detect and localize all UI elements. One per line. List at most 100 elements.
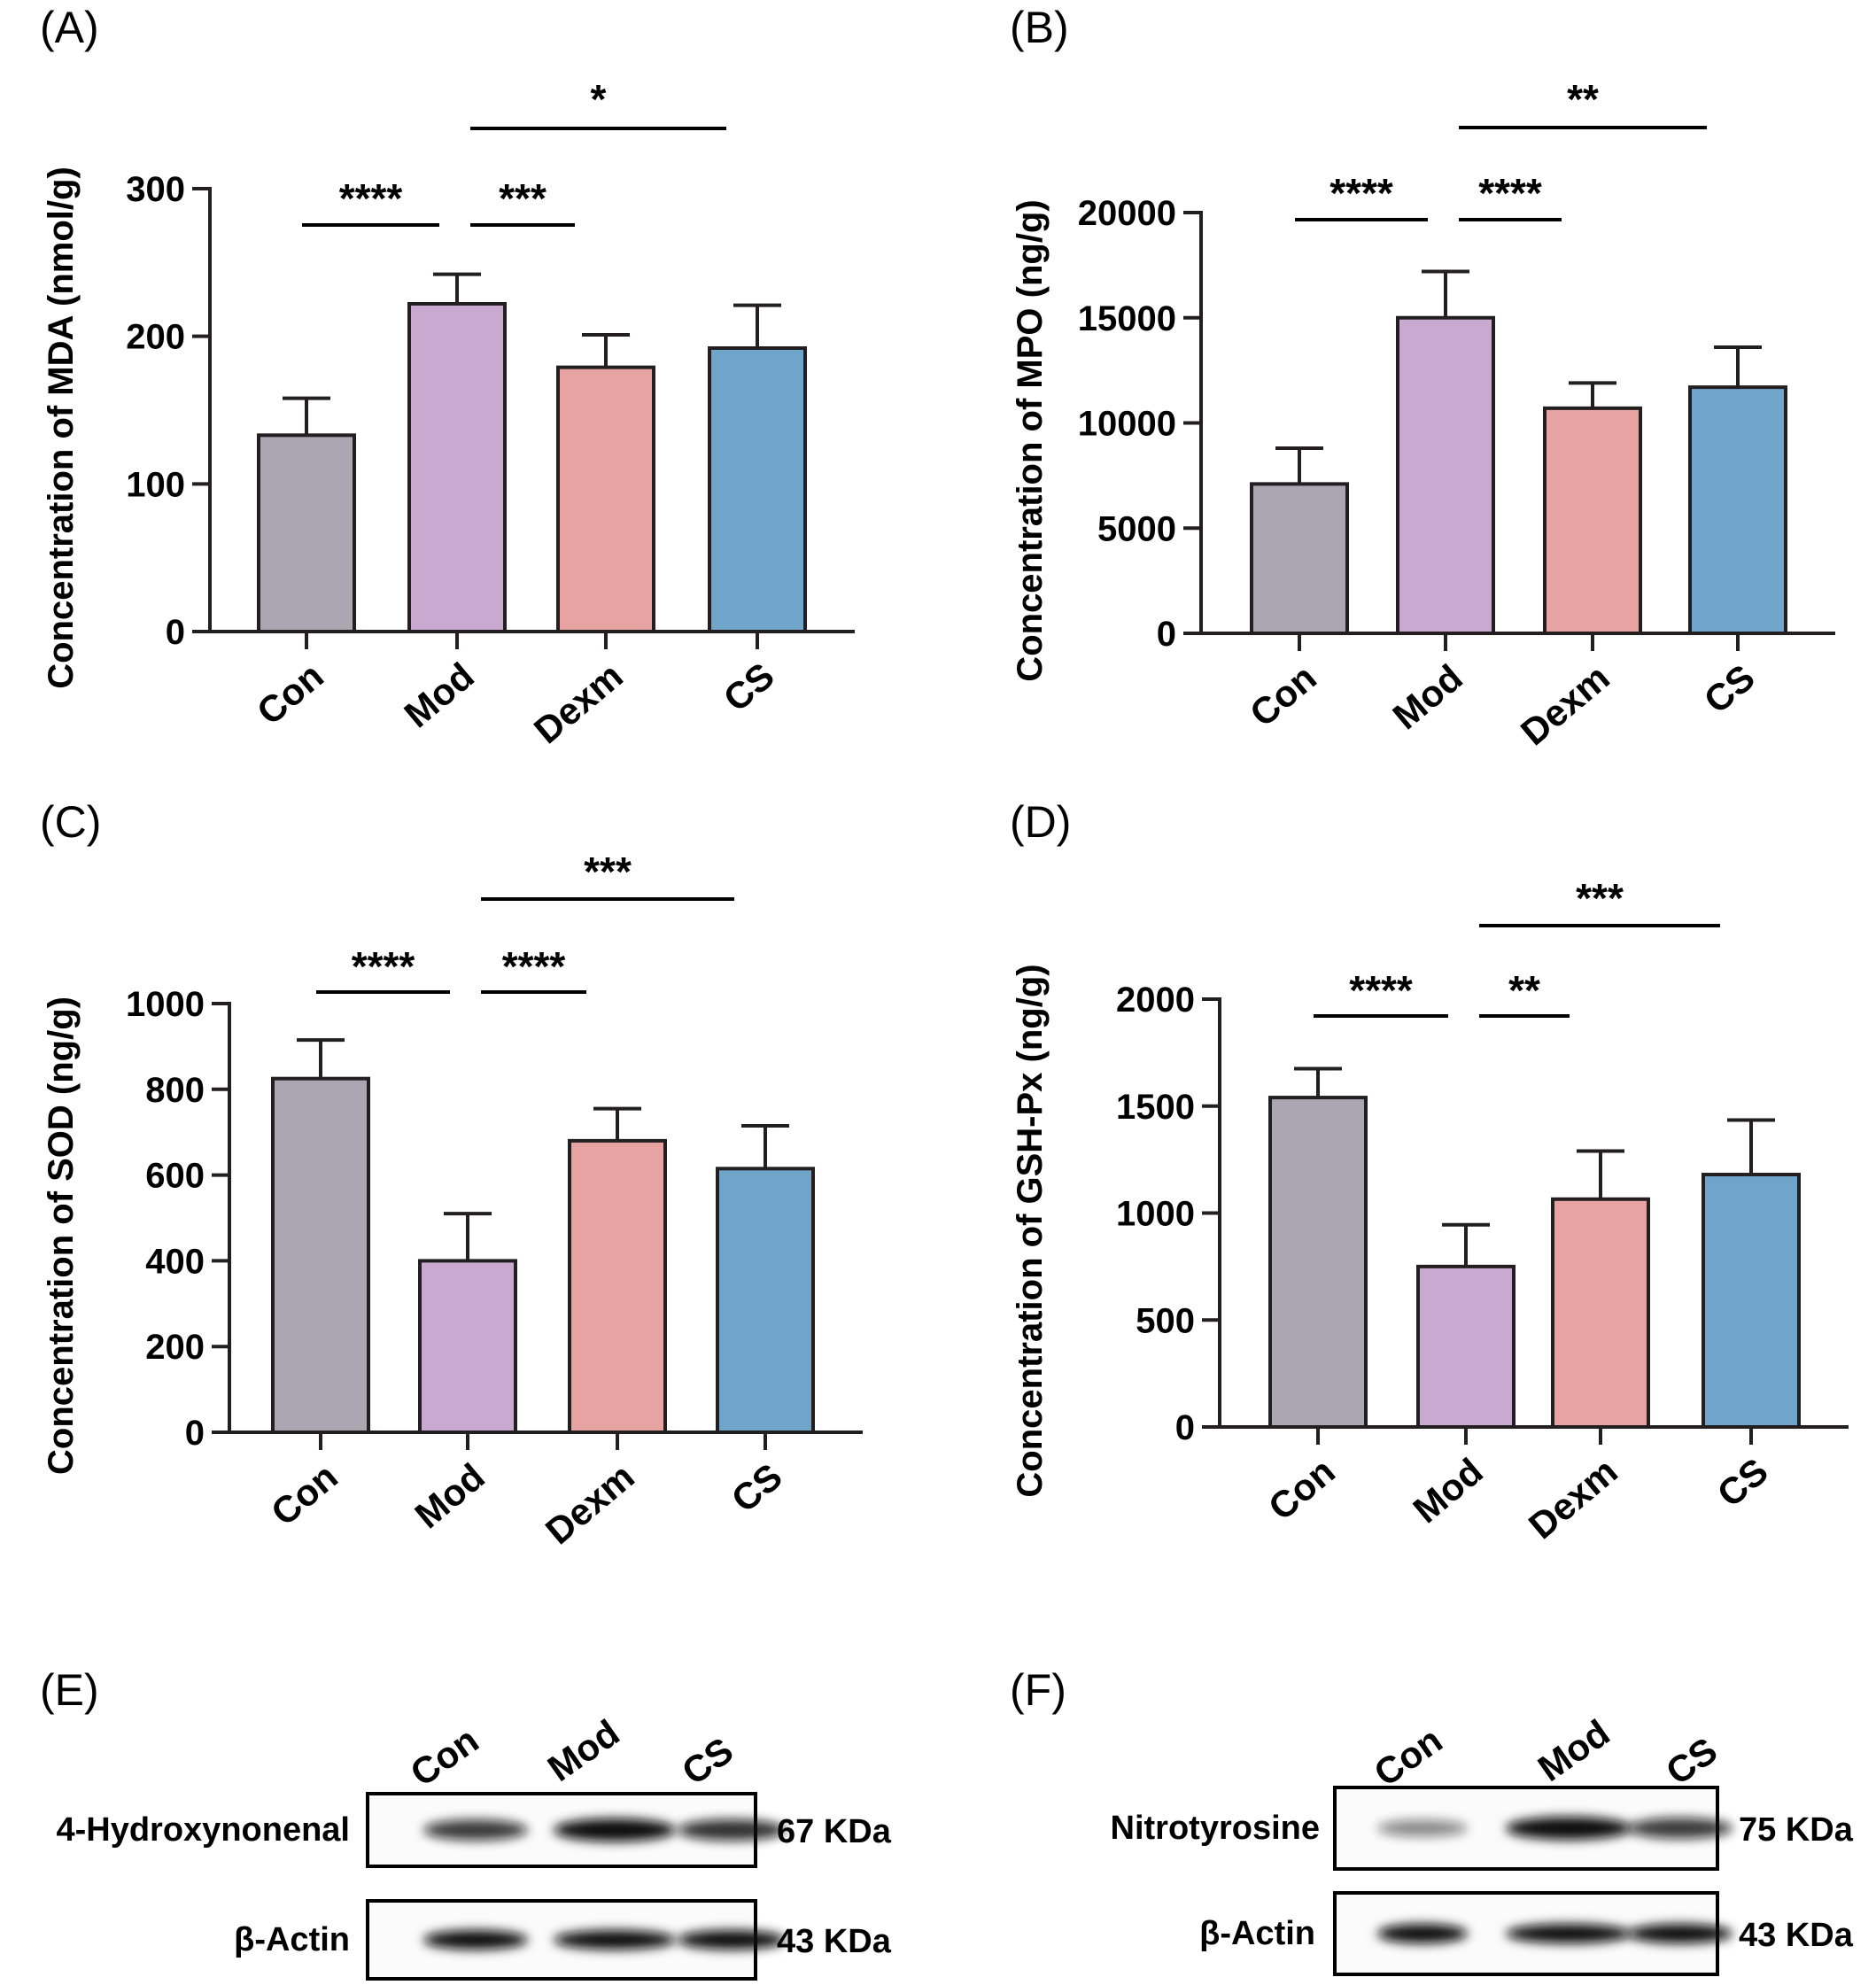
significance-stars: *: [591, 76, 607, 122]
blot-band: [423, 1819, 528, 1841]
chart-panel-c: (C) 0 200 400 600 800 1000 Concentration of SOD…: [40, 797, 863, 1552]
bar-mod: [418, 1259, 517, 1435]
y-tick-label: 200: [126, 318, 185, 357]
y-tick-label: 600: [145, 1157, 205, 1196]
bar-mod: [407, 302, 507, 633]
significance-stars: ****: [352, 943, 415, 989]
panel-label: (C): [40, 797, 101, 847]
lane-label: Con: [403, 1718, 486, 1794]
chart-panel-b: (B) 0 5000 10000 15000 20000 Concentration of …: [1010, 3, 1835, 753]
molecular-weight-label: 75 KDa: [1739, 1811, 1854, 1849]
bar-cs: [708, 346, 807, 633]
blot-band: [678, 1819, 786, 1841]
bar-dexm: [1543, 406, 1642, 635]
lane-label: Mod: [1531, 1711, 1617, 1789]
y-tick-label: 2000: [1116, 981, 1195, 1020]
bar-cs: [1688, 385, 1787, 635]
y-tick-label: 0: [166, 613, 185, 652]
chart-panel-a: (A) 0 100 200 300 Concentration of MDA (nmol/…: [40, 3, 855, 751]
protein-label: β-Actin: [234, 1921, 350, 1958]
blot-band: [554, 1818, 676, 1842]
panel-label: (E): [40, 1665, 99, 1715]
y-axis-label: Concentration of GSH-Px (ng/g): [1011, 964, 1050, 1497]
y-tick-label: 300: [126, 170, 185, 209]
western-blot-e: (E) Con Mod CS 4-Hydroxynonenal 67 KDa β-Actin…: [40, 1665, 892, 1981]
lane-label: Con: [1367, 1718, 1450, 1794]
panel-label: (A): [40, 3, 99, 52]
blot-band: [678, 1930, 786, 1950]
molecular-weight-label: 67 KDa: [777, 1813, 892, 1850]
bar-cs: [1702, 1173, 1801, 1430]
x-tick-label: CS: [716, 655, 782, 720]
molecular-weight-label: 43 KDa: [1739, 1917, 1854, 1954]
blot-band: [554, 1930, 676, 1950]
significance-stars: ***: [584, 849, 632, 895]
x-tick-label: Mod: [396, 655, 481, 735]
bar-con: [257, 433, 356, 634]
bar-dexm: [1551, 1197, 1650, 1429]
y-tick-label: 20000: [1078, 194, 1176, 233]
y-tick-label: 1000: [126, 985, 205, 1024]
bar-dexm: [568, 1138, 667, 1434]
protein-label: 4-Hydroxynonenal: [56, 1811, 350, 1849]
bar-con: [1268, 1096, 1368, 1429]
blot-band: [423, 1930, 528, 1950]
significance-stars: ****: [339, 175, 403, 221]
y-tick-label: 1000: [1116, 1195, 1195, 1234]
bar-con: [271, 1076, 370, 1434]
significance-stars: **: [1567, 76, 1599, 122]
blot-band: [1377, 1924, 1468, 1943]
western-blot-f: (F) Con Mod CS Nitrotyrosine 75 KDa β-Actin 43 …: [1010, 1665, 1854, 1976]
y-tick-label: 0: [1157, 615, 1176, 654]
y-tick-label: 0: [1175, 1408, 1195, 1447]
blot-band: [1377, 1819, 1468, 1837]
bar-con: [1250, 482, 1349, 635]
x-tick-label: Con: [1242, 656, 1324, 734]
x-tick-label: CS: [724, 1455, 790, 1521]
y-tick-label: 15000: [1078, 299, 1176, 338]
significance-stars: **: [1508, 967, 1540, 1013]
bar-mod: [1396, 315, 1495, 635]
lane-label: CS: [1658, 1729, 1725, 1793]
y-tick-label: 5000: [1097, 509, 1176, 548]
significance-stars: ****: [1349, 967, 1413, 1013]
y-tick-label: 1500: [1116, 1088, 1195, 1127]
significance-stars: ***: [499, 175, 547, 221]
x-tick-label: Dexm: [1513, 656, 1617, 754]
x-tick-label: CS: [1709, 1450, 1776, 1516]
protein-label: Nitrotyrosine: [1111, 1810, 1320, 1847]
x-tick-label: Dexm: [1521, 1450, 1625, 1547]
molecular-weight-label: 43 KDa: [777, 1923, 892, 1960]
bar-cs: [716, 1167, 815, 1434]
y-tick-label: 0: [185, 1414, 205, 1453]
x-tick-label: Dexm: [526, 655, 631, 752]
chart-panel-d: (D) 0 500 1000 1500 2000 Concentration of GSH-…: [1010, 797, 1849, 1547]
protein-label: β-Actin: [1199, 1915, 1315, 1952]
blot-band: [1506, 1817, 1632, 1840]
panel-label: (F): [1010, 1665, 1066, 1715]
x-tick-label: CS: [1696, 656, 1763, 722]
significance-stars: ****: [1329, 170, 1393, 216]
y-axis-label: Concentration of SOD (ng/g): [42, 996, 81, 1475]
panel-label: (B): [1010, 3, 1069, 52]
significance-stars: ****: [502, 943, 566, 989]
y-tick-label: 800: [145, 1071, 205, 1110]
bar-dexm: [556, 365, 655, 633]
x-tick-label: Dexm: [538, 1455, 642, 1553]
significance-stars: ***: [1576, 875, 1624, 921]
blot-band: [1506, 1924, 1632, 1943]
y-axis-label: Concentration of MPO (ng/g): [1011, 199, 1050, 681]
y-tick-label: 500: [1136, 1301, 1195, 1340]
x-tick-label: Mod: [1384, 656, 1469, 737]
x-tick-label: Con: [1260, 1450, 1343, 1528]
panel-label: (D): [1010, 797, 1071, 847]
y-axis-label: Concentration of MDA (nmol/g): [42, 167, 81, 689]
y-tick-label: 100: [126, 465, 185, 504]
significance-stars: ****: [1478, 170, 1542, 216]
bar-mod: [1416, 1264, 1516, 1429]
x-tick-label: Mod: [1405, 1450, 1490, 1531]
blot-band: [1628, 1818, 1733, 1839]
x-tick-label: Con: [249, 655, 331, 733]
lane-label: CS: [674, 1729, 740, 1793]
